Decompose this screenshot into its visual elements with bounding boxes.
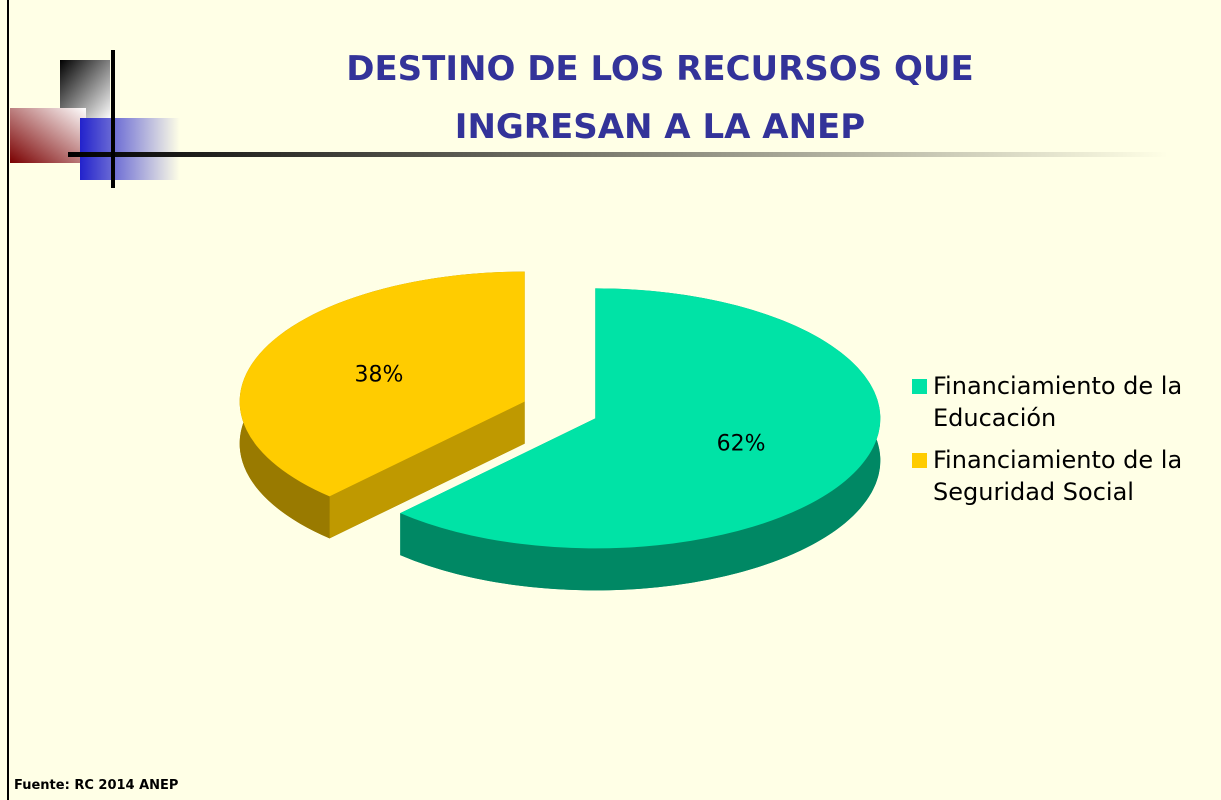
deco-line xyxy=(68,152,1168,157)
data-label: 62% xyxy=(717,432,766,457)
legend-item: Financiamiento de la Educación xyxy=(912,370,1212,434)
legend-swatch xyxy=(912,379,927,394)
legend: Financiamiento de la Educación Financiami… xyxy=(912,370,1212,518)
chart-title: DESTINO DE LOS RECURSOS QUE INGRESAN A L… xyxy=(346,49,974,147)
legend-item: Financiamiento de la Seguridad Social xyxy=(912,444,1212,508)
legend-label: Financiamiento de la Educación xyxy=(933,372,1183,432)
source: Fuente: RC 2014 ANEP xyxy=(14,778,179,793)
data-label: 38% xyxy=(354,362,403,387)
deco xyxy=(80,118,180,180)
slice-wall xyxy=(400,288,881,591)
slice xyxy=(239,271,525,497)
slice-side xyxy=(329,401,525,539)
slice-group xyxy=(239,271,525,539)
slice xyxy=(400,288,881,549)
legend-swatch xyxy=(912,453,927,468)
slice-group xyxy=(400,288,881,591)
legend-label: Financiamiento de la Seguridad Social xyxy=(933,446,1183,506)
